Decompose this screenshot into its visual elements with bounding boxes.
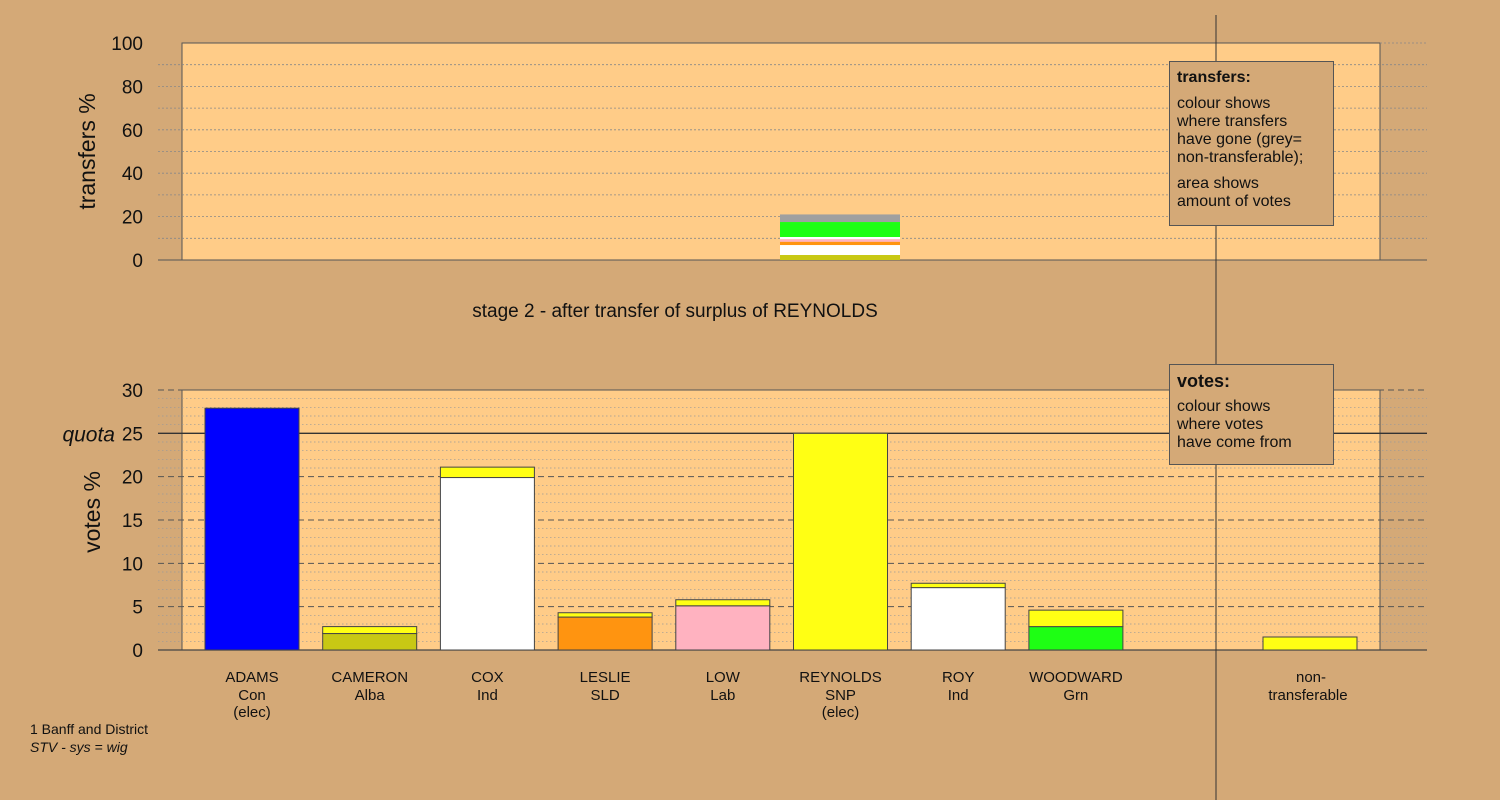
footnote-constituency: 1 Banff and District	[30, 721, 148, 737]
transfer-segment-alba	[780, 255, 900, 260]
transfers-y-tick-label: 80	[122, 77, 143, 98]
vote-bar-cameron	[323, 634, 417, 650]
candidate-name-label: CAMERON	[331, 669, 408, 686]
transfer-segment-ind	[780, 245, 900, 255]
votes-legend: votes: colour shows where votes have com…	[1169, 364, 1334, 465]
vote-bar-adams	[205, 408, 299, 650]
votes-y-tick-label: 5	[132, 598, 143, 619]
footnote-system: STV - sys = wig	[30, 739, 128, 755]
votes-y-tick-label: 20	[122, 468, 143, 489]
candidate-name-label: WOODWARD	[1029, 669, 1123, 686]
transfers-y-tick-label: 20	[122, 208, 143, 229]
candidate-name-label: LESLIE	[580, 669, 631, 686]
vote-bar-transfer-woodward	[1029, 610, 1123, 626]
votes-y-axis-label: votes %	[79, 471, 105, 553]
stage-title: stage 2 - after transfer of surplus of R…	[472, 301, 878, 322]
nontransferable-label-1: non-	[1296, 669, 1326, 686]
vote-bar-roy	[911, 588, 1005, 650]
candidate-name-label: COX	[471, 669, 504, 686]
votes-y-tick-label: 0	[132, 641, 143, 662]
votes-y-tick-label: 25	[122, 424, 143, 445]
vote-bar-transfer-leslie	[558, 613, 652, 617]
candidate-party-label: Grn	[1063, 687, 1088, 704]
vote-bar-transfer-low	[676, 600, 770, 606]
vote-bar-woodward	[1029, 627, 1123, 650]
candidate-elected-label: (elec)	[822, 704, 860, 721]
candidate-party-label: SNP	[825, 687, 856, 704]
candidate-elected-label: (elec)	[233, 704, 271, 721]
transfer-segment-ind	[780, 237, 900, 239]
candidate-party-label: Con	[238, 687, 266, 704]
candidate-party-label: Ind	[948, 687, 969, 704]
candidate-name-label: ADAMS	[225, 669, 278, 686]
quota-label: quota	[62, 423, 115, 446]
vote-bar-transfer-cameron	[323, 627, 417, 634]
vote-bar-cox	[440, 478, 534, 650]
candidate-party-label: Ind	[477, 687, 498, 704]
transfer-segment-nontransferable	[780, 214, 900, 222]
vote-bar-transfer-roy	[911, 583, 1005, 587]
transfers-y-tick-label: 40	[122, 164, 143, 185]
candidate-name-label: LOW	[706, 669, 741, 686]
vote-bar-low	[676, 606, 770, 650]
transfers-legend-text-2: area shows amount of votes	[1177, 175, 1326, 211]
votes-y-tick-label: 10	[122, 554, 143, 575]
nontransferable-label-2: transferable	[1268, 687, 1347, 704]
transfers-legend: transfers: colour shows where transfers …	[1169, 61, 1334, 226]
transfer-segment-lab	[780, 239, 900, 242]
candidate-name-label: REYNOLDS	[799, 669, 882, 686]
transfers-y-tick-label: 0	[132, 251, 143, 272]
votes-y-tick-label: 30	[122, 381, 143, 402]
transfers-y-tick-label: 100	[111, 34, 143, 55]
transfers-y-axis-label: transfers %	[74, 93, 100, 209]
transfers-y-tick-label: 60	[122, 121, 143, 142]
candidate-party-label: SLD	[591, 687, 620, 704]
candidate-name-label: ROY	[942, 669, 975, 686]
vote-bar-transfer-cox	[440, 467, 534, 477]
vote-bar-reynolds	[794, 433, 888, 650]
vote-bar-leslie	[558, 617, 652, 650]
votes-legend-title: votes:	[1177, 372, 1326, 390]
candidate-party-label: Lab	[710, 687, 735, 704]
candidate-party-label: Alba	[355, 687, 386, 704]
transfers-legend-title: transfers:	[1177, 69, 1326, 87]
votes-y-tick-label: 15	[122, 511, 143, 532]
nontransferable-bar	[1263, 637, 1357, 650]
transfer-segment-grn	[780, 222, 900, 237]
transfers-legend-text-1: colour shows where transfers have gone (…	[1177, 95, 1326, 167]
votes-legend-text: colour shows where votes have come from	[1177, 398, 1326, 452]
transfer-segment-sld	[780, 242, 900, 245]
